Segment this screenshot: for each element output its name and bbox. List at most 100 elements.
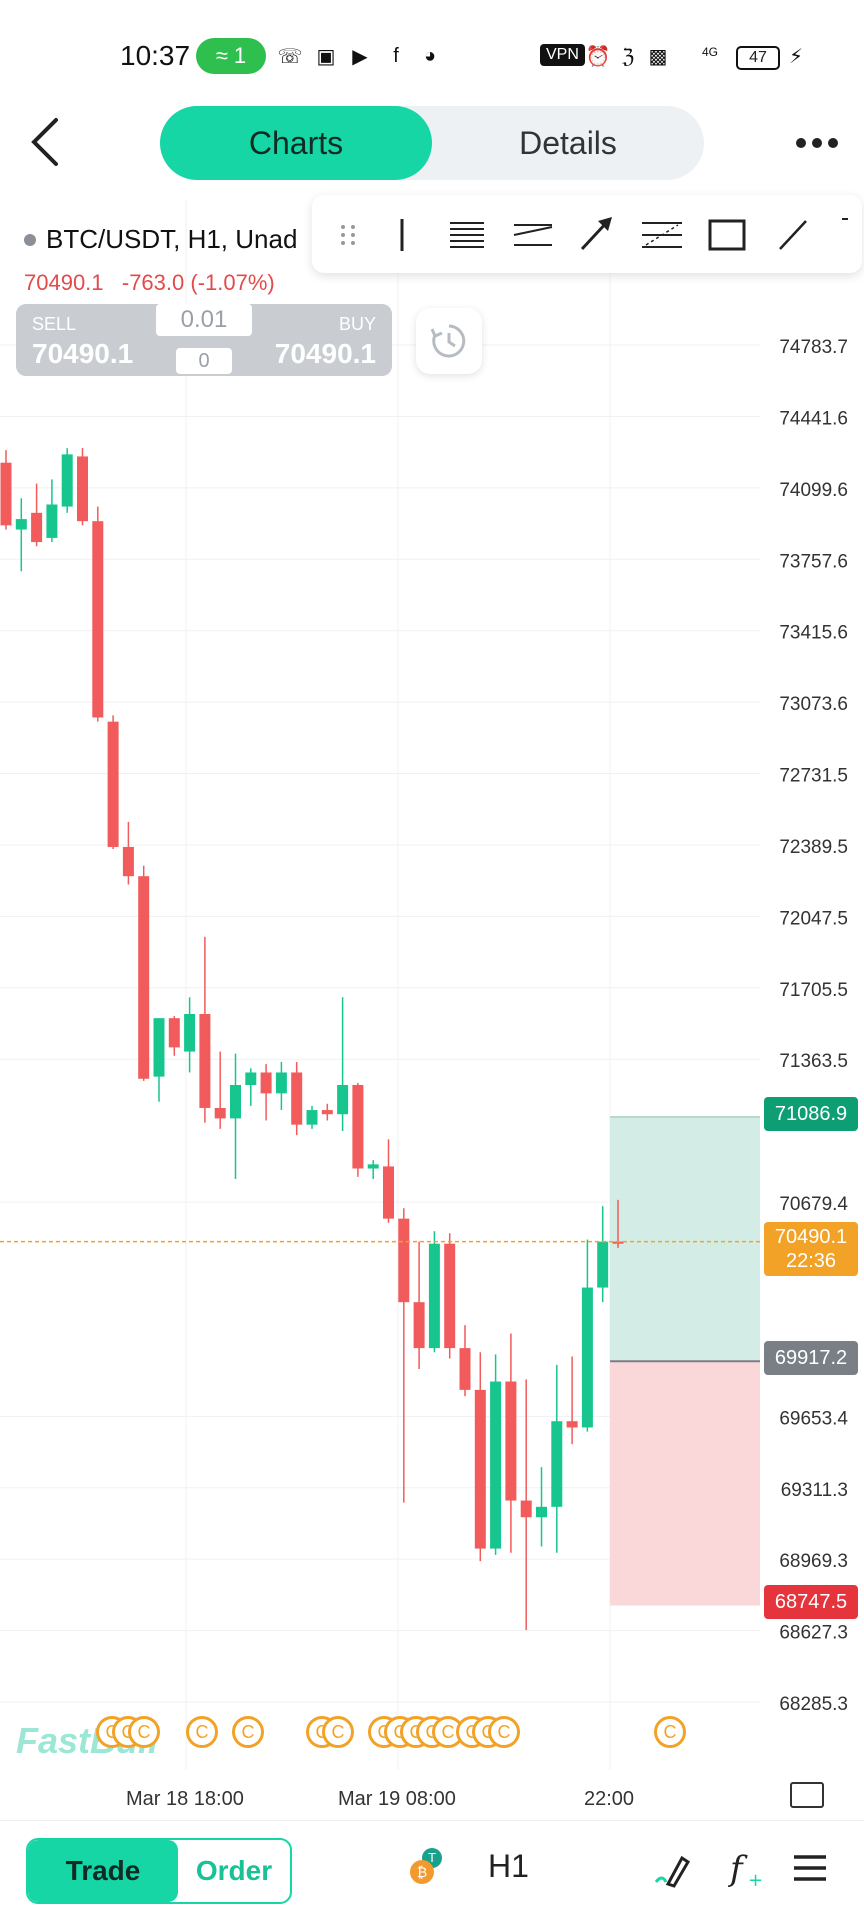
stop-loss-tag[interactable]: 68747.5 [764,1585,858,1619]
status-time: 10:37 [120,40,191,71]
event-marker[interactable]: C [654,1716,686,1748]
time-axis-label: Mar 19 08:00 [338,1788,456,1810]
signal-4g-icon: 4G [690,40,730,64]
tab-charts[interactable]: Charts [160,106,432,180]
buy-price[interactable]: 70490.1 [274,338,376,369]
menu-icon[interactable] [794,1854,826,1882]
candlestick-chart[interactable]: 74783.7 74441.6 74099.6 73757.6 73415.6 73073… [0,200,864,1770]
svg-text:T: T [427,1851,436,1865]
youtube-icon: ▶ [352,45,368,68]
battery-icon: 47 [736,46,780,70]
alarm-icon: ⏰ [585,45,611,68]
buy-label: BUY [338,314,376,334]
channel-icon[interactable] [450,222,484,248]
more-menu-button[interactable] [796,138,840,150]
lot-size-input[interactable]: 0.01 [156,304,252,336]
candle-body [168,1018,180,1048]
symbol-label[interactable]: BTC/USDT, H1, Unad [24,224,297,255]
price-axis-label: 69653.4 [779,1408,848,1429]
parallel-channel-icon[interactable] [513,224,553,246]
candle-body [46,504,58,538]
candle-body [31,512,43,543]
rectangle-icon[interactable] [708,219,746,251]
time-axis-label: 22:00 [584,1788,635,1810]
candle-body [260,1072,272,1094]
timeframe-selector[interactable]: H1 [488,1848,529,1884]
candle-body [566,1421,578,1428]
whatsapp-icon: ☏ [277,45,303,68]
refresh-button[interactable] [416,308,482,374]
hotspot-count: 1 [233,43,247,68]
vpn-badge: VPN [540,44,585,66]
candle-body [321,1110,333,1115]
sell-label: SELL [32,314,77,334]
entry-price-tag[interactable]: 69917.2 [764,1341,858,1375]
candle-body [337,1084,349,1115]
candle-body [490,1381,502,1549]
candle-body [184,1013,196,1052]
price-change: 70490.1 -763.0 (-1.07%) [24,270,275,296]
candle-body [153,1018,165,1077]
trade-button[interactable]: Trade [28,1840,178,1902]
take-profit-tag[interactable]: 71086.9 [764,1097,858,1131]
fib-icon[interactable] [642,222,682,248]
drag-handle-icon[interactable] [341,225,355,245]
candle-body [474,1389,486,1549]
tab-details[interactable]: Details [519,124,617,161]
back-button[interactable] [26,116,66,168]
price-axis-label: 70679.4 [779,1194,848,1215]
spread-value: 0 [176,348,232,374]
symbol-switch-icon[interactable]: T ₿ [408,1846,442,1884]
candle-body [138,876,150,1079]
event-marker[interactable]: C [186,1716,218,1748]
candle-body [122,846,134,877]
price-axis-label: 73757.6 [779,551,848,572]
indicator-icon[interactable]: f + [726,1846,766,1891]
trend-line-icon[interactable] [779,220,807,250]
candle-body [597,1241,609,1288]
charging-icon: ⚡ [788,45,804,68]
price-axis-label: 71705.5 [779,980,848,1001]
arrow-icon[interactable] [580,217,612,251]
candle-body [92,521,104,718]
event-marker[interactable]: C [322,1716,354,1748]
price-axis-label: 68285.3 [779,1694,848,1715]
price-axis-label: 72731.5 [779,766,848,787]
event-marker[interactable]: C [128,1716,160,1748]
candle-body [551,1421,563,1507]
drawing-toolbar [312,195,862,273]
battery-level: 47 [749,49,767,66]
candle-body [398,1218,410,1303]
time-axis-label: Mar 18 18:00 [126,1788,244,1810]
candle-body [581,1287,593,1428]
fullscreen-icon[interactable] [790,1782,824,1808]
trade-order-switch: Trade Order [26,1838,292,1904]
order-button[interactable]: Order [195,1855,273,1886]
current-price-tag: 70490.1 22:36 [764,1222,858,1276]
candle-body [367,1164,379,1169]
draw-tool-icon[interactable] [652,1850,692,1890]
app-icon: ◕ [423,44,437,67]
price-axis-label: 72047.5 [779,908,848,929]
market-status-dot [24,233,36,246]
sell-price[interactable]: 70490.1 [32,338,134,369]
candle-body [15,519,27,530]
current-price-value: 70490.1 [774,1226,848,1248]
facebook-icon: f [393,44,399,67]
candle-body [536,1506,547,1518]
candle-body [505,1381,517,1501]
candle-body [383,1166,394,1219]
candle-body [428,1243,440,1349]
candle-body [214,1107,226,1119]
candle-body [61,454,73,507]
candle-body [520,1500,532,1518]
last-price: 70490.1 [24,270,104,295]
price-axis-label: 74783.7 [779,337,848,358]
price-axis-label: 74099.6 [779,480,848,501]
price-axis-label: 69311.3 [781,1480,848,1501]
candle-body [0,462,12,526]
event-marker[interactable]: C [488,1716,520,1748]
candle-body [459,1348,471,1390]
svg-text:₿: ₿ [417,1865,427,1881]
event-marker[interactable]: C [232,1716,264,1748]
